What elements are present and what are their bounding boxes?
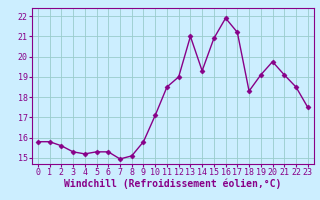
X-axis label: Windchill (Refroidissement éolien,°C): Windchill (Refroidissement éolien,°C) [64,179,282,189]
